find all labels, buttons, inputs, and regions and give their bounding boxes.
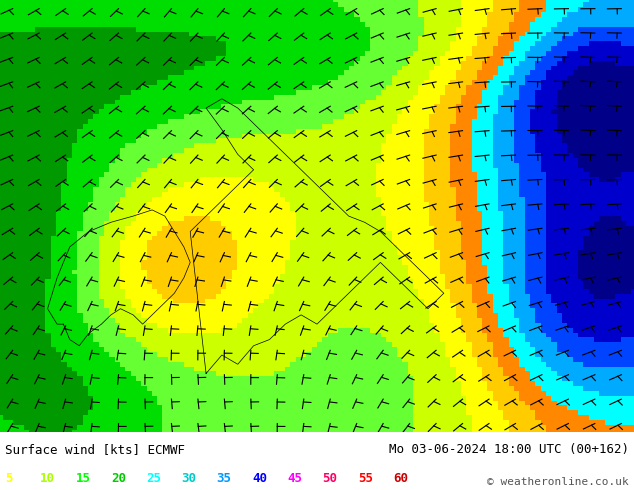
Text: 20: 20 (111, 472, 126, 486)
Text: 10: 10 (41, 472, 55, 486)
Text: © weatheronline.co.uk: © weatheronline.co.uk (487, 477, 629, 487)
Text: 30: 30 (181, 472, 197, 486)
Text: Surface wind [kts] ECMWF: Surface wind [kts] ECMWF (5, 442, 185, 456)
Text: 25: 25 (146, 472, 161, 486)
Text: 55: 55 (358, 472, 373, 486)
Text: 50: 50 (323, 472, 337, 486)
Text: 60: 60 (393, 472, 408, 486)
Text: 35: 35 (217, 472, 231, 486)
Text: Mo 03-06-2024 18:00 UTC (00+162): Mo 03-06-2024 18:00 UTC (00+162) (389, 442, 629, 456)
Text: 5: 5 (5, 472, 13, 486)
Text: 45: 45 (287, 472, 302, 486)
Text: 40: 40 (252, 472, 267, 486)
Text: 15: 15 (75, 472, 91, 486)
